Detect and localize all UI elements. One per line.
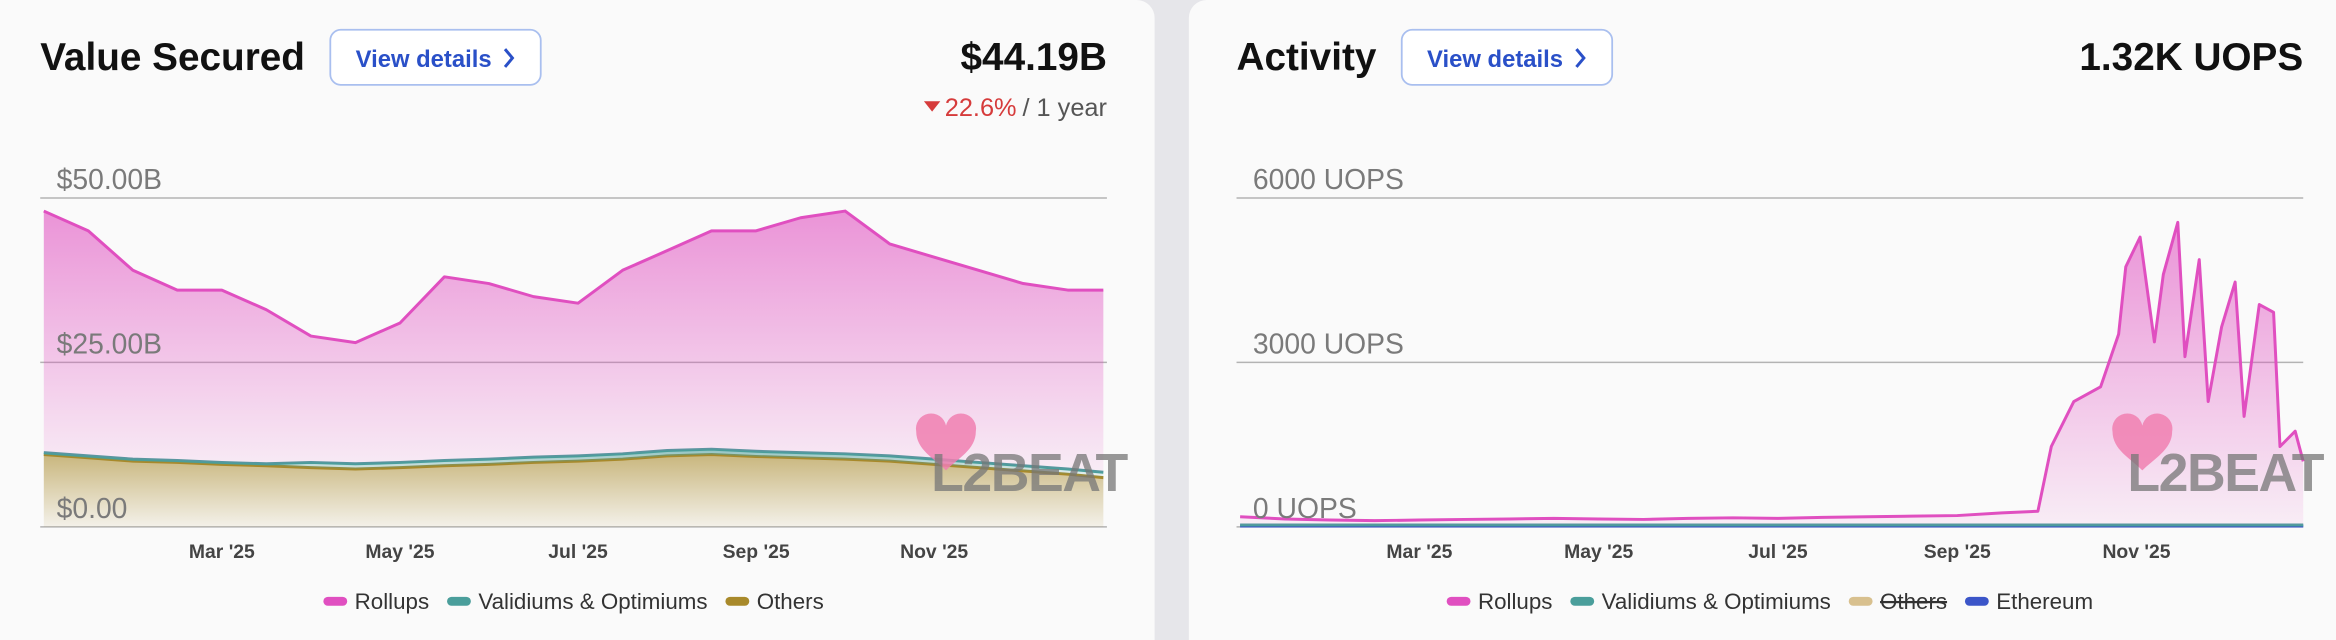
y-tick-label: $50.00B <box>57 163 162 195</box>
area <box>43 454 1104 527</box>
area <box>43 449 1104 478</box>
headline-value: $44.19B <box>961 36 1107 79</box>
chart-title: Value Secured <box>40 36 305 79</box>
legend-label: Rollups <box>355 589 430 614</box>
button-label: View details <box>356 46 492 73</box>
button-frame <box>1400 28 1614 86</box>
legend-swatch <box>1848 596 1873 606</box>
chevron-icon <box>503 48 515 68</box>
line <box>1240 220 2305 523</box>
chevron-icon <box>1575 48 1586 68</box>
watermark-heart <box>2112 413 2173 471</box>
legend: Rollups Validiums & Optimiums Others Ethere… <box>1446 589 2093 614</box>
legend-label: Validiums & Optimiums <box>1602 589 1831 614</box>
legend-swatch <box>1446 596 1471 606</box>
x-tick-label: Sep '25 <box>723 541 790 563</box>
y-tick-label: 6000 UOPS <box>1253 163 1404 195</box>
x-tick-label: Mar '25 <box>1386 541 1452 563</box>
down-triangle <box>923 101 941 112</box>
view-details-button[interactable]: View details <box>1400 28 1614 86</box>
legend-label: Ethereum <box>1996 589 2093 614</box>
y-tick-label: $0.00 <box>57 492 128 524</box>
chart-title: Activity <box>1237 36 1377 79</box>
legend: Rollups Validiums & Optimiums Others <box>323 589 824 614</box>
legend-swatch <box>725 596 750 606</box>
legend-label: Validiums & Optimiums <box>478 589 707 614</box>
x-tick-label: Jul '25 <box>1748 541 1808 563</box>
x-tick-label: Nov '25 <box>900 541 968 563</box>
line <box>43 209 1104 345</box>
area <box>1240 222 2304 525</box>
x-tick-label: May '25 <box>365 541 434 563</box>
watermark: L2BEAT <box>2127 443 2324 503</box>
legend-label: Others <box>757 589 824 614</box>
x-tick-label: Mar '25 <box>189 541 255 563</box>
watermark-heart <box>915 413 977 471</box>
legend-swatch <box>323 596 348 606</box>
legend-swatch <box>1570 596 1595 606</box>
legend-label: Rollups <box>1478 589 1553 614</box>
view-details-button[interactable]: View details <box>329 28 542 86</box>
x-tick-label: Sep '25 <box>1924 541 1991 563</box>
button-frame <box>329 28 542 86</box>
change-text: 22.6%/ 1 year <box>945 94 1107 122</box>
x-tick-label: Jul '25 <box>548 541 608 563</box>
change-period: / 1 year <box>1023 94 1107 122</box>
headline-value: 1.32K UOPS <box>2079 36 2303 79</box>
area <box>43 211 1104 473</box>
watermark: L2BEAT <box>931 443 1128 503</box>
legend-label: Others <box>1880 589 1947 614</box>
y-tick-label: $25.00B <box>57 328 162 360</box>
change-value: 22.6% <box>945 94 1017 122</box>
legend-swatch <box>447 596 471 606</box>
y-tick-label: 3000 UOPS <box>1253 328 1404 360</box>
y-tick-label: 0 UOPS <box>1253 492 1357 524</box>
x-tick-label: May '25 <box>1564 541 1633 563</box>
x-tick-label: Nov '25 <box>2102 541 2170 563</box>
legend-swatch <box>1964 596 1989 606</box>
button-label: View details <box>1427 46 1563 73</box>
